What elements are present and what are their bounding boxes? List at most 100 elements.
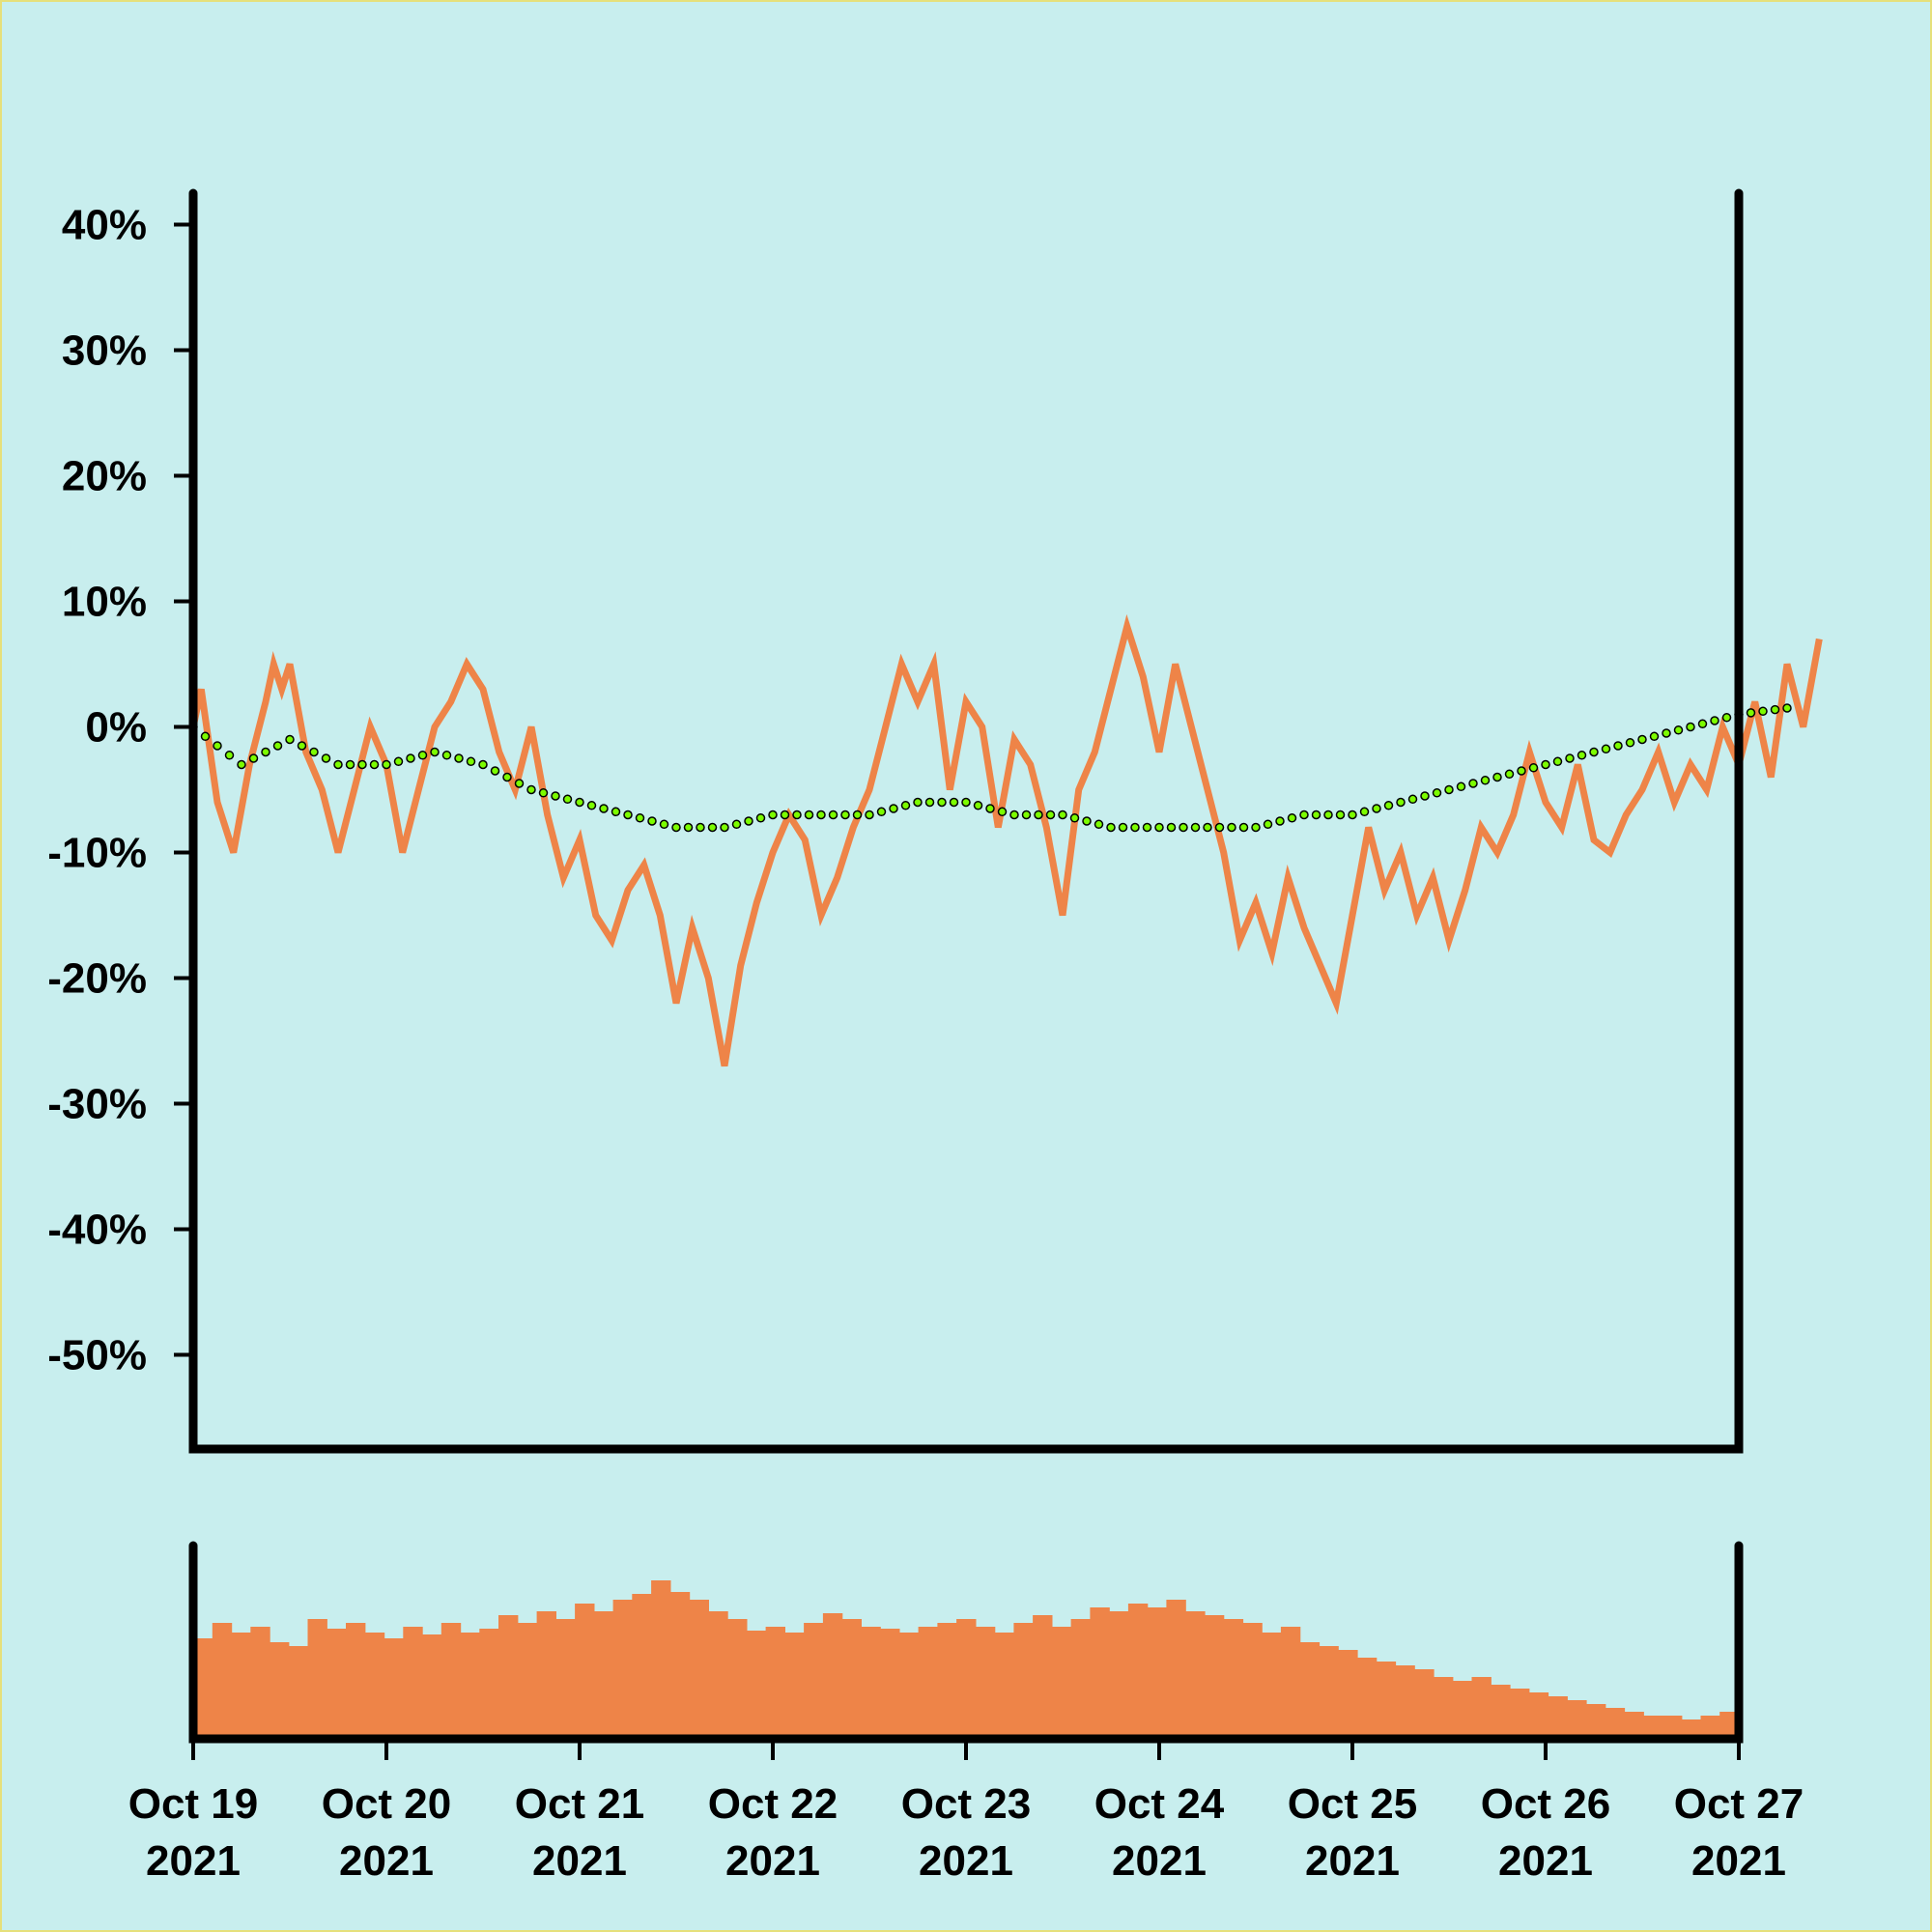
trend-dot: [514, 779, 525, 788]
trend-dot: [321, 753, 331, 763]
volume-bar: [1262, 1633, 1282, 1739]
trend-dot: [1203, 822, 1212, 833]
trend-dot: [1034, 810, 1043, 820]
x-tick-label-year: 2021: [1305, 1837, 1400, 1885]
trend-dot: [562, 794, 573, 805]
volume-bar: [1567, 1700, 1587, 1739]
volume-bar: [422, 1634, 442, 1739]
trend-dot: [755, 813, 766, 823]
volume-bar: [975, 1627, 996, 1739]
y-tick-label: 40%: [62, 202, 147, 249]
trend-dot: [1444, 784, 1454, 795]
volume-bar: [746, 1631, 767, 1739]
trend-dot: [744, 816, 753, 826]
volume-bar: [1471, 1677, 1492, 1739]
trend-dot: [1238, 822, 1249, 833]
volume-bar: [212, 1623, 233, 1739]
trend-dot: [382, 759, 391, 770]
volume-bar: [1356, 1658, 1378, 1739]
volume-bar: [612, 1600, 633, 1739]
volume-bar: [1376, 1662, 1397, 1739]
trend-dot: [1154, 822, 1164, 833]
trend-dot: [1420, 791, 1430, 801]
trend-dot: [1142, 822, 1152, 833]
trend-dot: [659, 819, 669, 830]
trend-dot: [792, 810, 802, 820]
trend-dot: [261, 747, 270, 757]
trend-dot: [1227, 822, 1236, 833]
trend-dot: [1758, 706, 1768, 717]
volume-bar: [327, 1629, 347, 1739]
x-tick-label-year: 2021: [1112, 1837, 1207, 1885]
trend-dot: [768, 810, 778, 820]
trend-dot: [1528, 763, 1539, 773]
x-tick-label-date: Oct 25: [1288, 1780, 1418, 1828]
trend-dot: [575, 797, 584, 808]
trend-dot: [248, 753, 259, 763]
trend-dot: [840, 810, 850, 820]
y-tick-label: -40%: [47, 1207, 147, 1254]
volume-bar: [479, 1629, 499, 1739]
trend-dot: [623, 810, 633, 820]
y-tick-label: -50%: [47, 1332, 147, 1379]
trend-dot: [551, 791, 560, 801]
x-tick-label-year: 2021: [146, 1837, 241, 1885]
trend-dot: [937, 797, 947, 808]
trend-dot: [357, 759, 367, 770]
trend-dot: [707, 822, 718, 833]
trend-dot: [1118, 822, 1128, 833]
x-tick-label-year: 2021: [725, 1837, 820, 1885]
x-tick-label-year: 2021: [919, 1837, 1013, 1885]
volume-bar: [231, 1633, 251, 1739]
volume-bar: [1127, 1604, 1149, 1739]
trend-dot: [804, 810, 814, 820]
volume-bar: [994, 1633, 1014, 1739]
trend-dot: [1456, 781, 1466, 792]
x-tick-label-date: Oct 22: [708, 1780, 838, 1828]
volume-bar: [1033, 1615, 1053, 1739]
trend-dot: [1275, 816, 1285, 826]
trend-dot: [1166, 822, 1177, 833]
trend-dot: [683, 822, 694, 833]
volume-bar: [784, 1633, 805, 1739]
trend-dot: [466, 756, 476, 767]
volume-bar: [937, 1623, 957, 1739]
trend-dot: [599, 804, 609, 813]
trend-dot: [272, 741, 283, 751]
trend-dots: [188, 703, 1792, 833]
x-tick-label-year: 2021: [339, 1837, 434, 1885]
volume-bar: [1548, 1696, 1568, 1739]
x-tick-label-year: 2021: [1498, 1837, 1593, 1885]
trend-dot: [526, 784, 536, 795]
trend-dot: [1686, 722, 1695, 732]
volume-bar: [861, 1627, 881, 1739]
volume-bar: [689, 1600, 709, 1739]
trend-dot: [1335, 810, 1346, 820]
volume-bar: [1395, 1665, 1415, 1739]
y-tick-label: 30%: [62, 327, 147, 375]
trend-dot: [1662, 728, 1671, 738]
trend-dot: [1383, 801, 1394, 810]
trend-dot: [1480, 776, 1491, 785]
axes: [188, 188, 1744, 1744]
volume-bar: [364, 1633, 385, 1739]
trend-dot: [876, 807, 887, 817]
trend-dot: [865, 810, 874, 820]
trend-dot: [393, 756, 404, 767]
trend-dot: [913, 797, 923, 808]
trend-dot: [1359, 807, 1370, 817]
trend-dot: [237, 759, 246, 770]
volume-bar: [1013, 1623, 1034, 1739]
volume-bar: [765, 1627, 785, 1739]
trend-dot: [1130, 822, 1140, 833]
volume-bar: [1586, 1704, 1606, 1739]
volume-bar: [440, 1623, 462, 1739]
volume-bar: [1452, 1681, 1473, 1739]
trend-dot: [1263, 819, 1273, 830]
volume-bar: [841, 1619, 862, 1739]
volume-bar: [1643, 1716, 1663, 1739]
volume-bar: [956, 1619, 977, 1739]
price-line: [189, 613, 1823, 1067]
trend-dot: [502, 772, 512, 782]
trend-dot: [1396, 797, 1406, 808]
